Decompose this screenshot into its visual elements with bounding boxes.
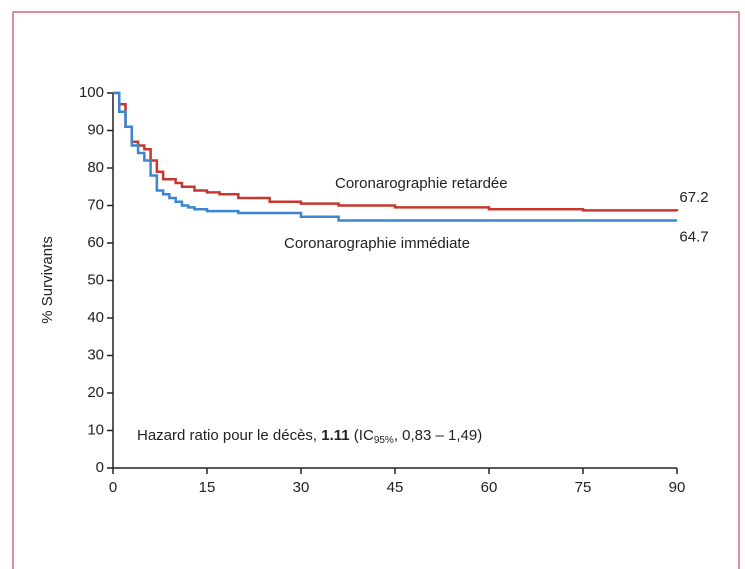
x-tick-label: 90 xyxy=(669,479,686,496)
survival-line xyxy=(113,91,677,222)
annotation: Hazard ratio pour le décès, 1.11 (IC95%,… xyxy=(137,427,482,446)
frame xyxy=(12,11,740,569)
series-label: Coronarographie retardée xyxy=(335,175,508,192)
y-tick-label: 100 xyxy=(79,84,104,101)
end-label: 64.7 xyxy=(679,228,708,245)
y-axis-label: % Survivants xyxy=(39,236,56,324)
y-tick-label: 70 xyxy=(87,196,104,213)
x-tick-label: 30 xyxy=(293,479,310,496)
y-tick-label: 90 xyxy=(87,121,104,138)
annotation-text: Hazard ratio pour le décès, xyxy=(137,427,321,444)
survival-line xyxy=(113,91,679,212)
x-tick-label: 0 xyxy=(109,479,117,496)
y-tick-label: 50 xyxy=(87,271,104,288)
end-label: 67.2 xyxy=(679,189,708,206)
y-tick-label: 60 xyxy=(87,234,104,251)
y-tick-label: 80 xyxy=(87,159,104,176)
y-tick-label: 0 xyxy=(96,459,104,476)
y-tick-label: 40 xyxy=(87,309,104,326)
x-tick-label: 45 xyxy=(387,479,404,496)
annotation-text: 95% xyxy=(374,435,394,446)
annotation-text: (IC xyxy=(350,427,374,444)
annotation-text: 1.11 xyxy=(321,427,349,444)
y-tick-label: 10 xyxy=(87,421,104,438)
annotation-text: , 0,83 – 1,49) xyxy=(394,427,482,444)
x-tick-label: 60 xyxy=(481,479,498,496)
y-tick-label: 20 xyxy=(87,384,104,401)
x-tick-label: 15 xyxy=(199,479,216,496)
x-tick-label: 75 xyxy=(575,479,592,496)
y-tick-label: 30 xyxy=(87,346,104,363)
series-label: Coronarographie immédiate xyxy=(284,235,470,252)
